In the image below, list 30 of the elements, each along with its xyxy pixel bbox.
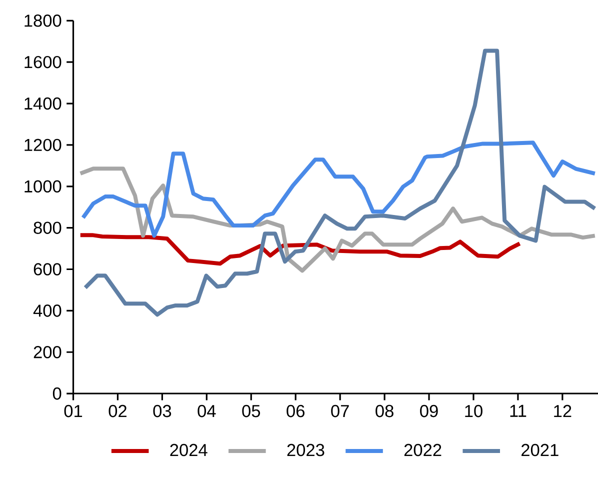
y-tick-label: 800 <box>34 221 62 234</box>
line-series <box>83 48 597 316</box>
y-tick-label: 1000 <box>24 180 62 192</box>
y-tick-label: 1600 <box>24 56 62 68</box>
legend-label: 2021 <box>522 444 558 456</box>
line-series <box>81 140 597 238</box>
y-tick-label: 600 <box>34 262 62 276</box>
x-tick-label: 10 <box>465 404 482 417</box>
legend-label: 2022 <box>404 444 442 456</box>
y-tick-label: 1200 <box>24 138 62 151</box>
x-tick-label: 03 <box>153 404 172 417</box>
x-tick-label: 04 <box>198 404 216 417</box>
x-tick-label: 07 <box>331 404 349 417</box>
line-series <box>78 166 597 272</box>
x-tick-label: 11 <box>510 404 526 417</box>
x-tick-label: 05 <box>242 404 260 417</box>
legend-label: 2023 <box>287 444 324 456</box>
y-tick-label: 0 <box>52 387 62 400</box>
x-tick-label: 09 <box>420 404 438 417</box>
y-tick-label: 400 <box>33 304 62 317</box>
legend-label: 2024 <box>170 444 208 456</box>
y-tick-label: 200 <box>34 346 62 358</box>
x-tick-label: 12 <box>554 404 572 417</box>
x-tick-label: 06 <box>286 404 304 417</box>
x-tick-label: 01 <box>64 404 82 417</box>
line-series <box>78 232 522 266</box>
x-tick-label: 08 <box>376 404 394 417</box>
x-tick-label: 02 <box>108 404 126 417</box>
y-tick-label: 1800 <box>24 14 62 27</box>
y-tick-label: 1400 <box>24 97 62 110</box>
